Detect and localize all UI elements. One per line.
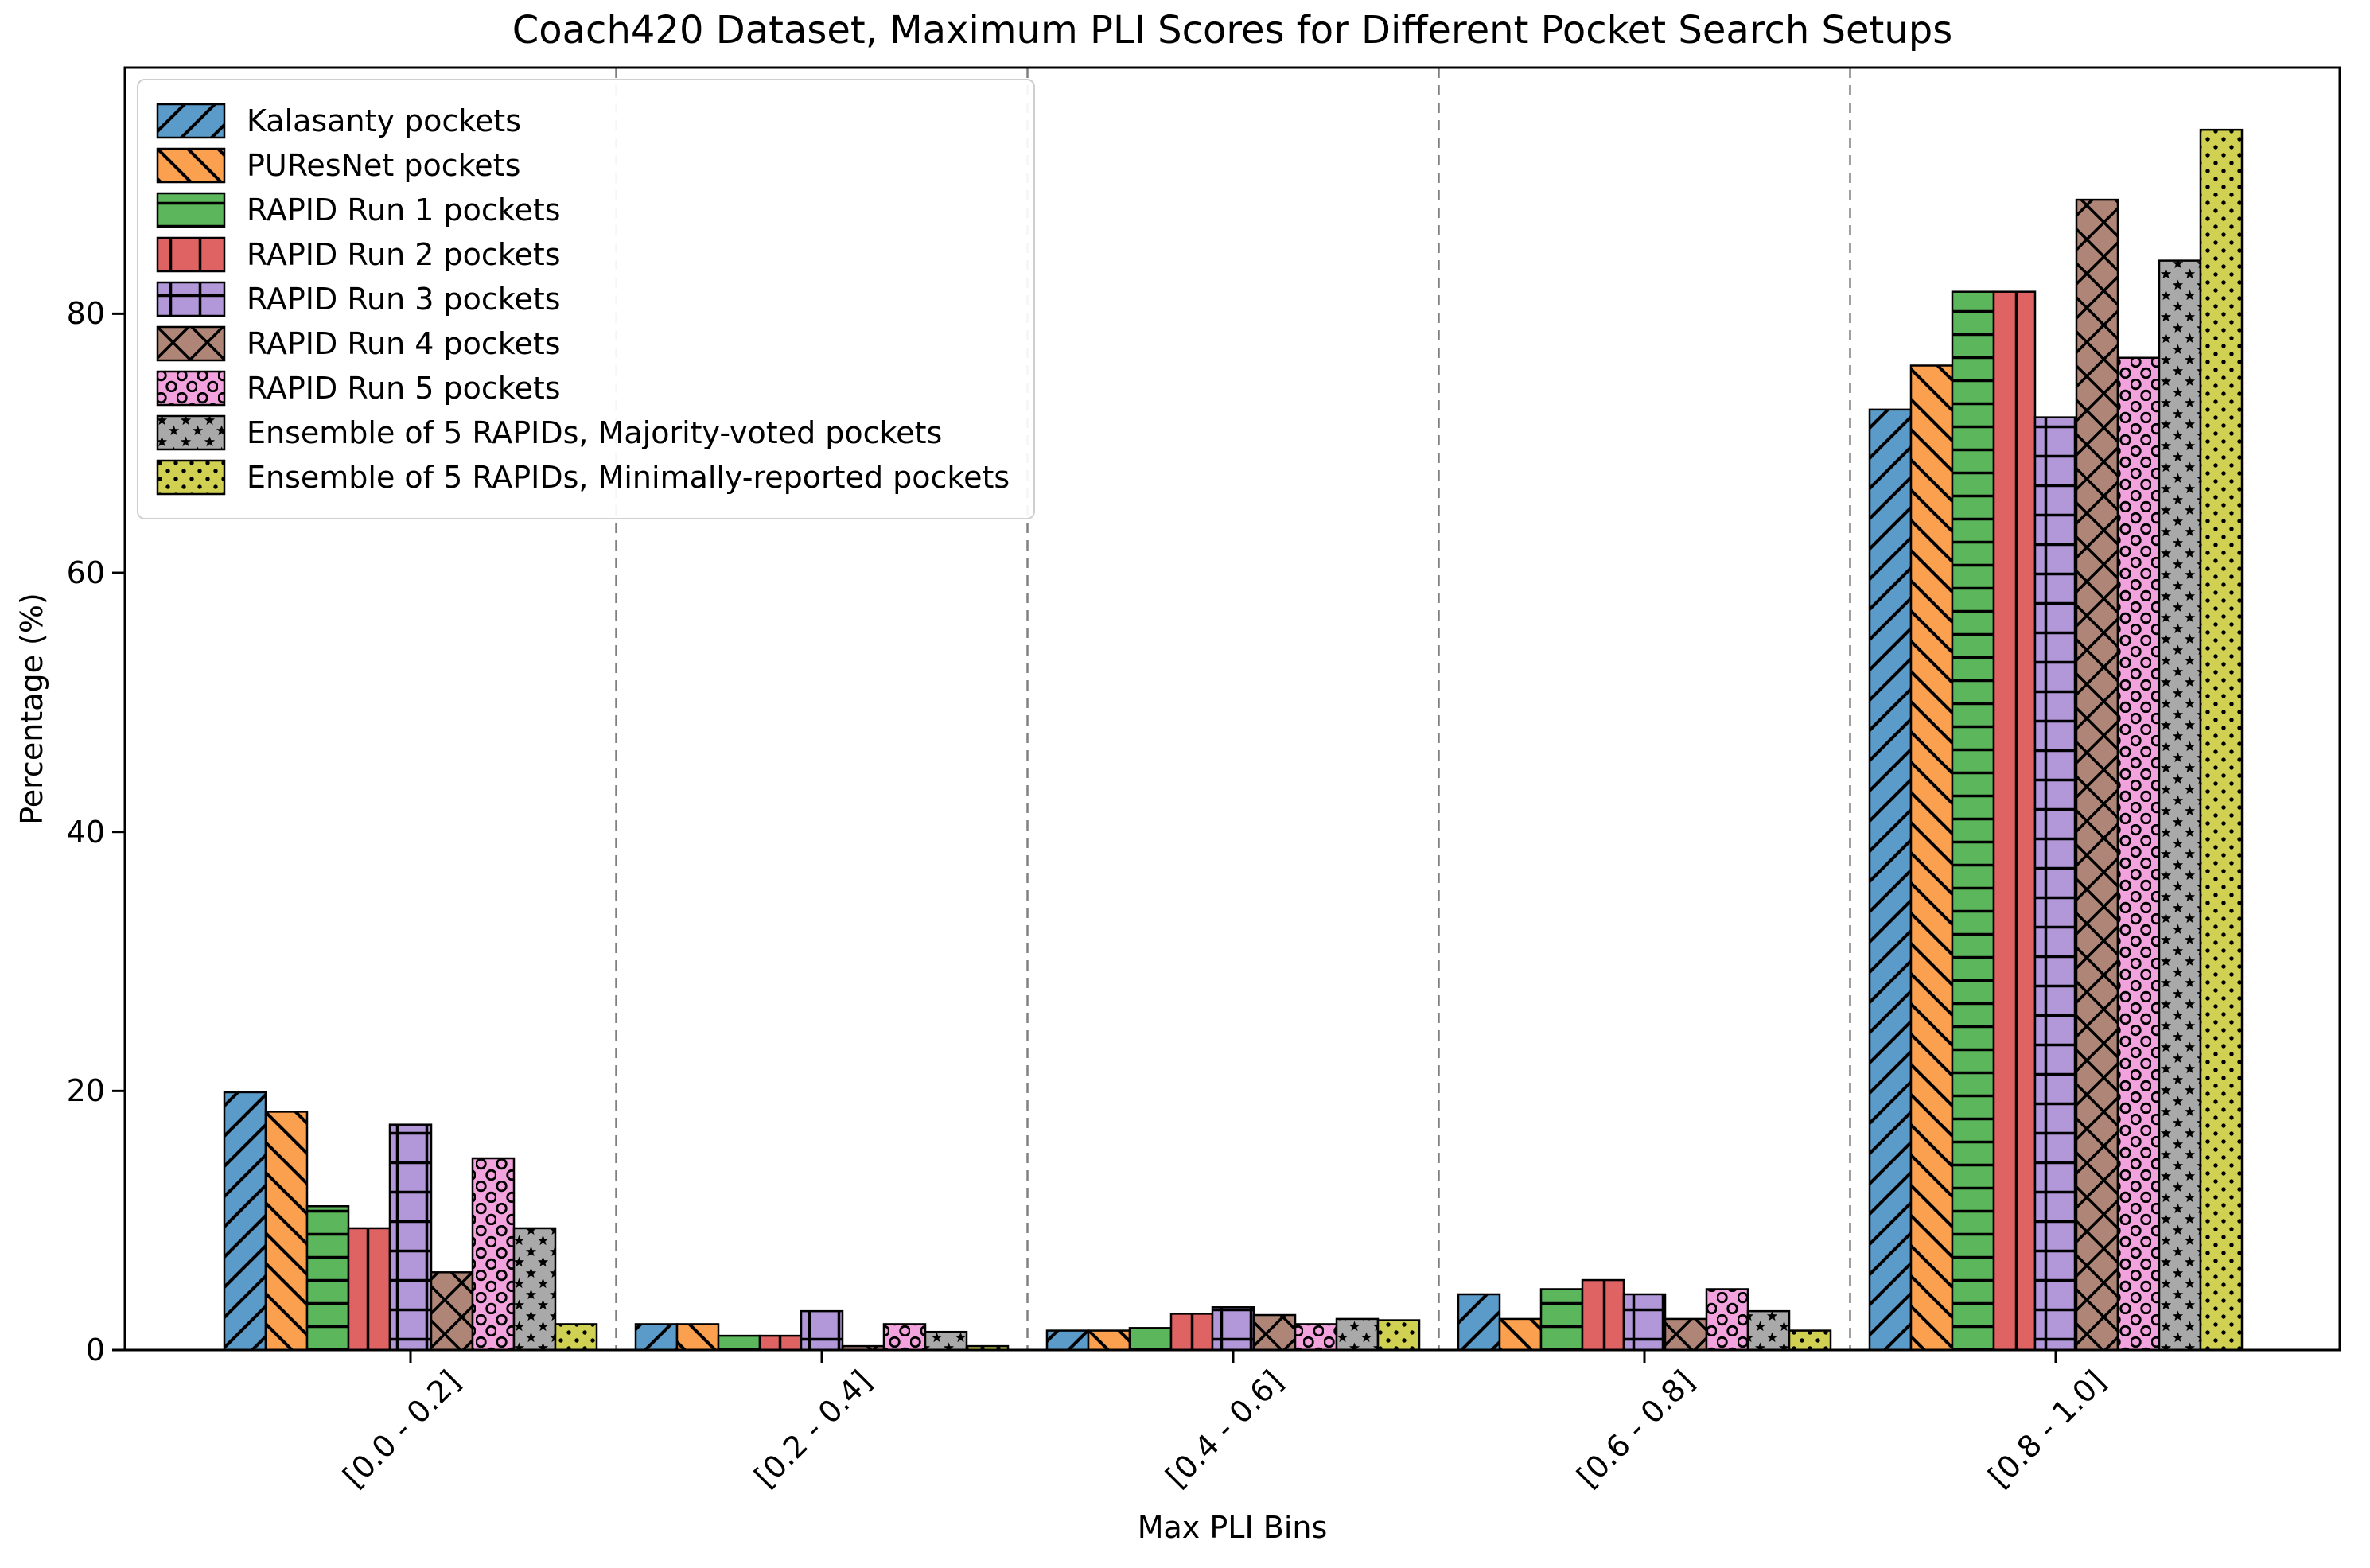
y-tick-label: 40 bbox=[66, 814, 105, 850]
bar bbox=[305, 1205, 350, 1352]
bar bbox=[264, 1111, 309, 1352]
legend-swatch-h-circle bbox=[156, 370, 226, 407]
chart-title: Coach420 Dataset, Maximum PLI Scores for… bbox=[512, 8, 1953, 53]
y-tick-label: 80 bbox=[66, 296, 105, 332]
bar bbox=[430, 1271, 474, 1352]
legend-swatch-h-horiz bbox=[156, 192, 226, 228]
bar bbox=[1992, 290, 2037, 1352]
bar bbox=[2075, 198, 2119, 1352]
bar bbox=[1211, 1306, 1255, 1352]
bar bbox=[758, 1334, 803, 1352]
bar bbox=[223, 1091, 267, 1352]
legend-label: RAPID Run 3 pockets bbox=[247, 282, 561, 317]
y-tick-label: 20 bbox=[66, 1073, 105, 1109]
bar bbox=[717, 1334, 761, 1352]
bar bbox=[2158, 259, 2202, 1352]
bar bbox=[1868, 408, 1913, 1352]
legend-label: PUResNet pockets bbox=[247, 148, 521, 183]
legend-label: RAPID Run 1 pockets bbox=[247, 193, 561, 228]
axes-spines bbox=[112, 66, 2341, 1363]
y-tick-label: 60 bbox=[66, 555, 105, 591]
legend-item: Ensemble of 5 RAPIDs, Minimally-reported… bbox=[156, 459, 1010, 496]
legend-swatch-h-x bbox=[156, 325, 226, 362]
bar bbox=[1951, 290, 1995, 1352]
bar bbox=[1705, 1288, 1749, 1352]
bar bbox=[800, 1309, 844, 1352]
bar bbox=[2199, 128, 2244, 1352]
bar bbox=[347, 1227, 391, 1352]
bar bbox=[1581, 1278, 1625, 1352]
bar bbox=[2033, 416, 2078, 1352]
legend-item: RAPID Run 2 pockets bbox=[156, 236, 1010, 273]
legend-item: RAPID Run 4 pockets bbox=[156, 325, 1010, 362]
bar bbox=[1457, 1293, 1501, 1352]
bar bbox=[2116, 356, 2161, 1352]
legend-item: RAPID Run 5 pockets bbox=[156, 370, 1010, 407]
bar bbox=[1128, 1327, 1173, 1352]
bar bbox=[1335, 1317, 1380, 1352]
bar bbox=[1909, 364, 1954, 1352]
legend-label: RAPID Run 5 pockets bbox=[247, 371, 561, 406]
legend-swatch-h-slash bbox=[156, 103, 226, 139]
bar bbox=[388, 1123, 433, 1352]
bar bbox=[1788, 1329, 1832, 1352]
legend-item: Kalasanty pockets bbox=[156, 103, 1010, 139]
bar bbox=[675, 1323, 720, 1352]
bar bbox=[882, 1323, 927, 1352]
bar bbox=[634, 1323, 679, 1352]
legend-swatch-h-vert bbox=[156, 236, 226, 273]
legend-swatch-h-star bbox=[156, 414, 226, 451]
bar bbox=[1087, 1329, 1131, 1352]
legend-swatch-h-dot bbox=[156, 459, 226, 496]
legend-label: RAPID Run 4 pockets bbox=[247, 326, 561, 361]
legend-item: Ensemble of 5 RAPIDs, Majority-voted poc… bbox=[156, 414, 1010, 451]
bar bbox=[512, 1227, 557, 1352]
bar bbox=[554, 1323, 598, 1352]
bar bbox=[471, 1157, 516, 1352]
bar bbox=[1746, 1309, 1791, 1352]
legend-label: Ensemble of 5 RAPIDs, Minimally-reported… bbox=[247, 460, 1010, 495]
legend-label: Kalasanty pockets bbox=[247, 103, 522, 138]
bar bbox=[1252, 1313, 1297, 1352]
bar bbox=[1664, 1317, 1708, 1352]
legend-item: RAPID Run 1 pockets bbox=[156, 192, 1010, 228]
legend-label: RAPID Run 2 pockets bbox=[247, 237, 561, 272]
legend-swatch-h-bslash bbox=[156, 147, 226, 184]
bar bbox=[924, 1330, 968, 1352]
bar bbox=[1045, 1329, 1090, 1352]
bar bbox=[1376, 1319, 1421, 1352]
bar bbox=[1539, 1288, 1584, 1352]
bars-layer bbox=[223, 128, 2244, 1352]
bar bbox=[1622, 1293, 1667, 1352]
legend-item: RAPID Run 3 pockets bbox=[156, 281, 1010, 317]
bar bbox=[1169, 1313, 1214, 1352]
bar bbox=[1498, 1317, 1543, 1352]
y-tick-label: 0 bbox=[85, 1333, 105, 1368]
legend-item: PUResNet pockets bbox=[156, 147, 1010, 184]
legend: Kalasanty pockets PUResNet pockets RAPID R… bbox=[137, 79, 1036, 519]
legend-swatch-h-plus bbox=[156, 281, 226, 317]
legend-label: Ensemble of 5 RAPIDs, Majority-voted poc… bbox=[247, 415, 943, 450]
bar bbox=[1294, 1323, 1338, 1352]
x-axis-label: Max PLI Bins bbox=[1137, 1510, 1328, 1545]
